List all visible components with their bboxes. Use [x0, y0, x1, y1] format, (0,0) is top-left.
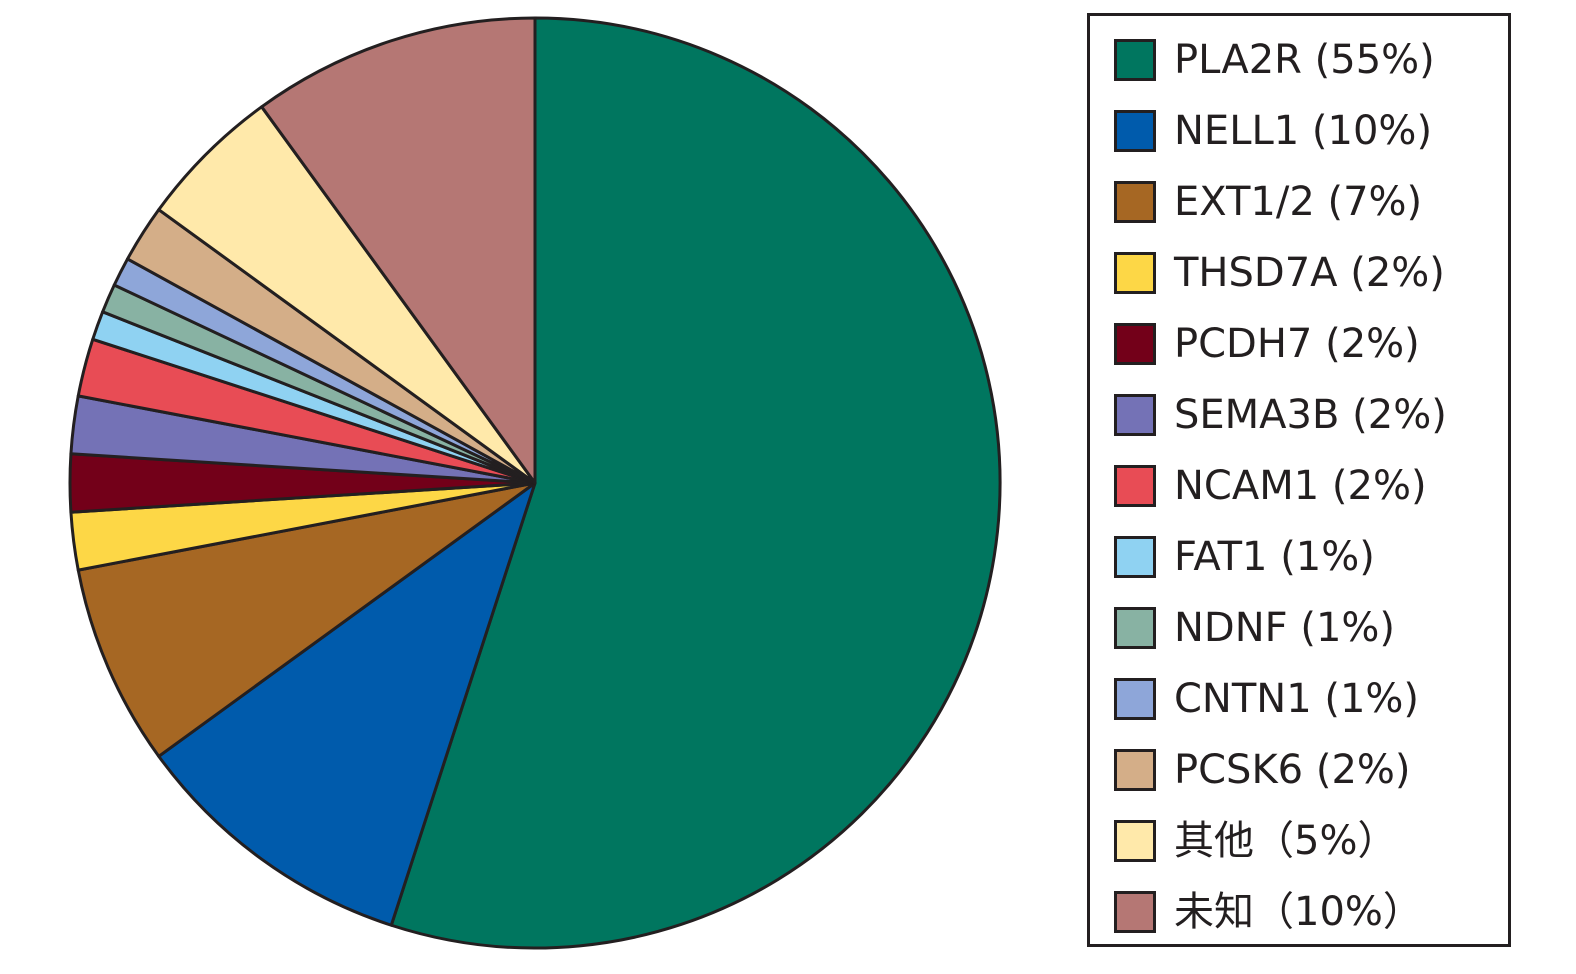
pie-chart	[68, 16, 1002, 950]
legend-item-2: EXT1/2 (7%)	[1114, 178, 1422, 226]
legend-item-8: NDNF (1%)	[1114, 604, 1395, 652]
legend-label: NELL1 (10%)	[1174, 108, 1433, 154]
pie-slice-0	[389, 16, 1002, 950]
legend-swatch	[1114, 39, 1156, 81]
legend-item-0: PLA2R (55%)	[1114, 36, 1435, 84]
legend-label: THSD7A (2%)	[1174, 250, 1445, 296]
legend-swatch	[1114, 465, 1156, 507]
legend-label: NCAM1 (2%)	[1174, 463, 1427, 509]
legend-label: PLA2R (55%)	[1174, 37, 1435, 83]
legend-swatch	[1114, 394, 1156, 436]
legend-label: PCSK6 (2%)	[1174, 747, 1411, 793]
legend-swatch	[1114, 820, 1156, 862]
legend-swatch	[1114, 678, 1156, 720]
pie-slice-2	[76, 481, 537, 758]
legend-label: PCDH7 (2%)	[1174, 321, 1420, 367]
pie-slice-12	[260, 16, 537, 485]
legend-swatch	[1114, 252, 1156, 294]
legend-swatch	[1114, 181, 1156, 223]
legend-item-10: PCSK6 (2%)	[1114, 746, 1411, 794]
legend-item-1: NELL1 (10%)	[1114, 107, 1432, 155]
legend-swatch	[1114, 607, 1156, 649]
legend-item-9: CNTN1 (1%)	[1114, 675, 1419, 723]
pie-slice-1	[157, 481, 537, 927]
legend-swatch	[1114, 749, 1156, 791]
legend-swatch	[1114, 536, 1156, 578]
legend-label: FAT1 (1%)	[1174, 534, 1375, 580]
legend-item-5: SEMA3B (2%)	[1114, 391, 1447, 439]
legend-swatch	[1114, 891, 1156, 933]
legend-item-3: THSD7A (2%)	[1114, 249, 1445, 297]
legend-swatch	[1114, 110, 1156, 152]
legend-label: SEMA3B (2%)	[1174, 392, 1447, 438]
legend-label: 其他（5%）	[1174, 818, 1398, 864]
legend-label: EXT1/2 (7%)	[1174, 179, 1423, 225]
legend-item-12: 未知（10%）	[1114, 888, 1423, 936]
legend-label: NDNF (1%)	[1174, 605, 1396, 651]
legend-item-11: 其他（5%）	[1114, 817, 1397, 865]
legend-item-7: FAT1 (1%)	[1114, 533, 1375, 581]
legend: PLA2R (55%) NELL1 (10%) EXT1/2 (7%) THSD7A …	[1087, 13, 1511, 947]
legend-item-6: NCAM1 (2%)	[1114, 462, 1427, 510]
pie-slice-11	[157, 105, 537, 485]
legend-label: 未知（10%）	[1174, 889, 1423, 935]
legend-label: CNTN1 (1%)	[1174, 676, 1420, 722]
legend-item-4: PCDH7 (2%)	[1114, 320, 1420, 368]
legend-swatch	[1114, 323, 1156, 365]
